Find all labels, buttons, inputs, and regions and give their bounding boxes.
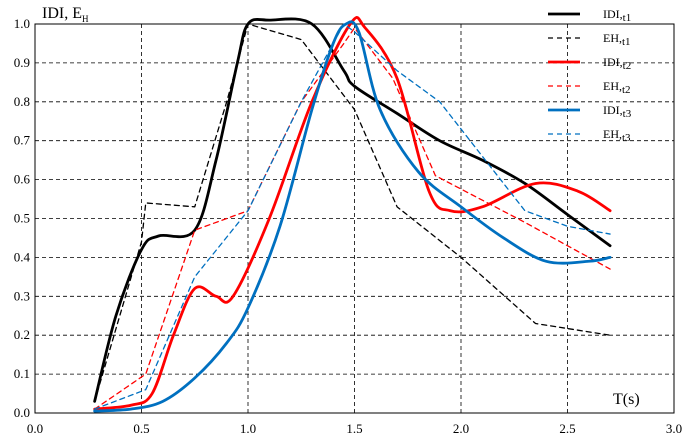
x-tick-label: 0.5 — [133, 421, 149, 436]
x-tick-label: 0.0 — [27, 421, 43, 436]
series-lines — [93, 16, 612, 413]
x-tick-label: 1.0 — [240, 421, 256, 436]
legend-label-idi-t1: IDI,t1 — [603, 7, 631, 24]
y-tick-label: 0.4 — [14, 249, 31, 264]
y-tick-label: 0.0 — [14, 405, 30, 420]
y-axis-title-main: IDI, E — [42, 5, 82, 22]
y-tick-label: 0.5 — [14, 211, 30, 226]
x-tick-label: 2.5 — [559, 421, 575, 436]
y-tick-label: 0.2 — [14, 327, 30, 342]
x-axis-title: T(s) — [613, 391, 640, 408]
series-line-idi-t3 — [93, 20, 612, 413]
tick-labels: 0.0 0.1 0.2 0.3 0.4 0.5 0.6 0.7 0.8 0.9 1.0 0.0 0.5 1… — [14, 16, 682, 436]
y-axis-title: IDI, EH — [42, 5, 89, 24]
series-line-idi-t2 — [93, 16, 612, 411]
legend-label-idi-t3: IDI,t3 — [603, 103, 632, 120]
legend-label-eh-t3: EH,t3 — [603, 127, 631, 144]
grid — [35, 23, 674, 413]
y-tick-label: 0.9 — [14, 55, 30, 70]
y-tick-label: 0.3 — [14, 288, 30, 303]
y-tick-label: 1.0 — [14, 16, 30, 31]
x-tick-label: 2.0 — [453, 421, 469, 436]
legend-label-eh-t1: EH,t1 — [603, 31, 631, 48]
y-tick-label: 0.8 — [14, 94, 30, 109]
y-axis-title-subscript: H — [82, 14, 89, 24]
y-tick-label: 0.1 — [14, 366, 30, 381]
x-tick-label: 1.5 — [346, 421, 362, 436]
legend-label-idi-t2: IDI,t2 — [603, 55, 631, 72]
series-line-eh-t3 — [93, 23, 611, 410]
y-tick-label: 0.7 — [14, 133, 31, 148]
x-tick-label: 3.0 — [666, 421, 682, 436]
series-line-idi-t1 — [93, 17, 612, 403]
legend: IDI,t1 EH,t1 IDI,t2 EH,t2 IDI,t3 EH,t3 — [548, 7, 632, 144]
legend-label-eh-t2: EH,t2 — [603, 79, 631, 96]
series-line-eh-t1 — [93, 23, 611, 402]
y-tick-label: 0.6 — [14, 172, 31, 187]
